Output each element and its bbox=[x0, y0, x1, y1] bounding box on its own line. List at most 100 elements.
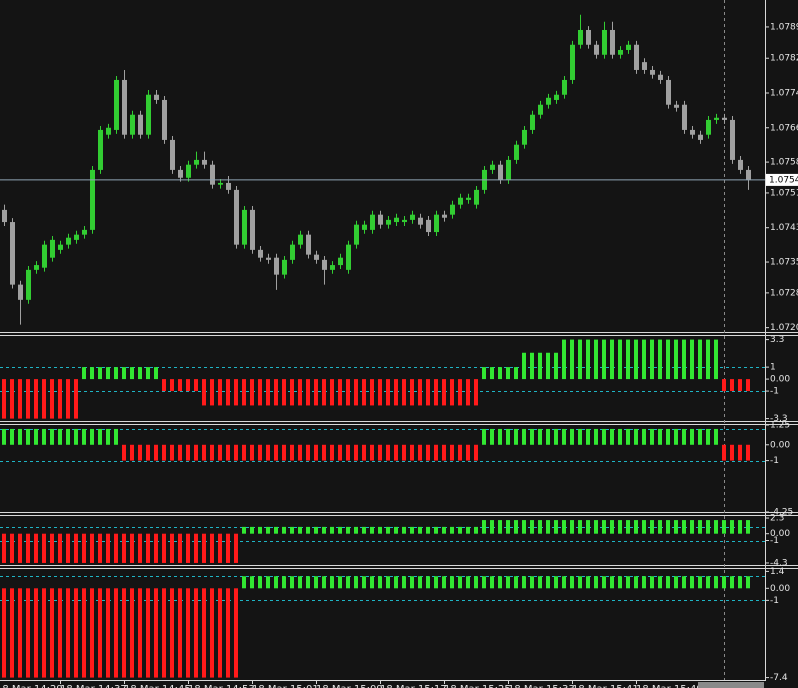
histogram-bar bbox=[618, 520, 622, 534]
histogram-bar bbox=[378, 526, 382, 534]
histogram-bar bbox=[18, 379, 22, 419]
histogram-bar bbox=[610, 428, 614, 445]
histogram-bar bbox=[394, 444, 398, 461]
histogram-bar bbox=[146, 367, 150, 380]
candle-body bbox=[442, 214, 447, 218]
histogram-bar bbox=[666, 576, 670, 589]
y-tick-label: 0.00 bbox=[770, 375, 790, 385]
histogram-bar bbox=[42, 379, 46, 419]
histogram-bar bbox=[586, 520, 590, 534]
histogram-bar bbox=[34, 588, 38, 678]
histogram-bar bbox=[226, 379, 230, 406]
histogram-bar bbox=[90, 367, 94, 380]
histogram-bar bbox=[418, 526, 422, 534]
histogram-bar bbox=[34, 379, 38, 419]
y-tick-label: -1 bbox=[770, 456, 779, 466]
candle-body bbox=[202, 159, 207, 165]
histogram-bar bbox=[362, 379, 366, 406]
histogram-bar bbox=[98, 533, 102, 563]
histogram-bar bbox=[314, 576, 318, 589]
histogram-bar bbox=[562, 428, 566, 445]
time-cursor-box bbox=[698, 682, 764, 688]
histogram-bar bbox=[242, 526, 246, 534]
histogram-bar bbox=[170, 379, 174, 392]
histogram-bar bbox=[122, 533, 126, 563]
histogram-bar bbox=[42, 428, 46, 445]
histogram-bar bbox=[386, 526, 390, 534]
candle-body bbox=[114, 79, 119, 130]
histogram-bar bbox=[170, 533, 174, 563]
histogram-bar bbox=[402, 444, 406, 461]
candle-body bbox=[194, 159, 199, 165]
y-tick-label: 1.0782 bbox=[770, 54, 798, 64]
histogram-bar bbox=[562, 576, 566, 589]
histogram-bar bbox=[578, 339, 582, 380]
histogram-bar bbox=[290, 379, 294, 406]
histogram-bar bbox=[2, 533, 6, 563]
histogram-bar bbox=[18, 533, 22, 563]
histogram-bar bbox=[58, 428, 62, 445]
candle-body bbox=[298, 234, 303, 245]
y-tick-label: 1.0735 bbox=[770, 258, 798, 268]
histogram-bar bbox=[26, 379, 30, 419]
histogram-bar bbox=[306, 379, 310, 406]
histogram-bar bbox=[370, 444, 374, 461]
histogram-bar bbox=[706, 428, 710, 445]
histogram-bar bbox=[690, 576, 694, 589]
candle-body bbox=[634, 44, 639, 70]
last-price-box bbox=[766, 173, 798, 186]
candle-body bbox=[290, 244, 295, 260]
candle-body bbox=[570, 44, 575, 80]
histogram-bar bbox=[274, 576, 278, 589]
histogram-bar bbox=[482, 520, 486, 534]
candle-body bbox=[346, 244, 351, 270]
candle-body bbox=[282, 259, 287, 275]
histogram-bar bbox=[186, 533, 190, 563]
candle-body bbox=[322, 259, 327, 270]
y-tick-label: 2.3 bbox=[770, 514, 784, 524]
candle-body bbox=[642, 62, 647, 70]
candle-body bbox=[90, 169, 95, 230]
histogram-bar bbox=[322, 576, 326, 589]
histogram-bar bbox=[514, 520, 518, 534]
histogram-bar bbox=[370, 526, 374, 534]
histogram-bar bbox=[498, 367, 502, 380]
candle-body bbox=[162, 99, 167, 140]
histogram-bar bbox=[210, 588, 214, 678]
candle-body bbox=[530, 114, 535, 130]
histogram-bar bbox=[506, 520, 510, 534]
y-tick-label: -4.25 bbox=[770, 508, 793, 518]
histogram-bar bbox=[26, 588, 30, 678]
histogram-bar bbox=[194, 379, 198, 392]
histogram-bar bbox=[162, 533, 166, 563]
histogram-bar bbox=[602, 576, 606, 589]
candle-body bbox=[546, 97, 551, 105]
candle-body bbox=[258, 249, 263, 258]
histogram-bar bbox=[194, 533, 198, 563]
histogram-bar bbox=[530, 520, 534, 534]
candle-body bbox=[218, 182, 223, 185]
histogram-bar bbox=[274, 379, 278, 406]
histogram-bar bbox=[498, 428, 502, 445]
candle-body bbox=[314, 254, 319, 260]
candle-body bbox=[18, 284, 23, 300]
histogram-bar bbox=[58, 379, 62, 419]
histogram-bar bbox=[266, 526, 270, 534]
candle-body bbox=[210, 164, 215, 185]
histogram-bar bbox=[682, 428, 686, 445]
histogram-bar bbox=[314, 526, 318, 534]
histogram-bar bbox=[746, 444, 750, 461]
histogram-bar bbox=[106, 367, 110, 380]
histogram-bar bbox=[554, 576, 558, 589]
histogram-bar bbox=[722, 520, 726, 534]
histogram-bar bbox=[314, 444, 318, 461]
histogram-bar bbox=[466, 444, 470, 461]
histogram-bar bbox=[402, 526, 406, 534]
y-tick-label: 1.4 bbox=[770, 567, 785, 577]
histogram-bar bbox=[330, 576, 334, 589]
x-tick-label: 18 Mar 14:53 bbox=[188, 684, 255, 688]
histogram-bar bbox=[346, 379, 350, 406]
histogram-bar bbox=[234, 533, 238, 563]
histogram-bar bbox=[346, 576, 350, 589]
